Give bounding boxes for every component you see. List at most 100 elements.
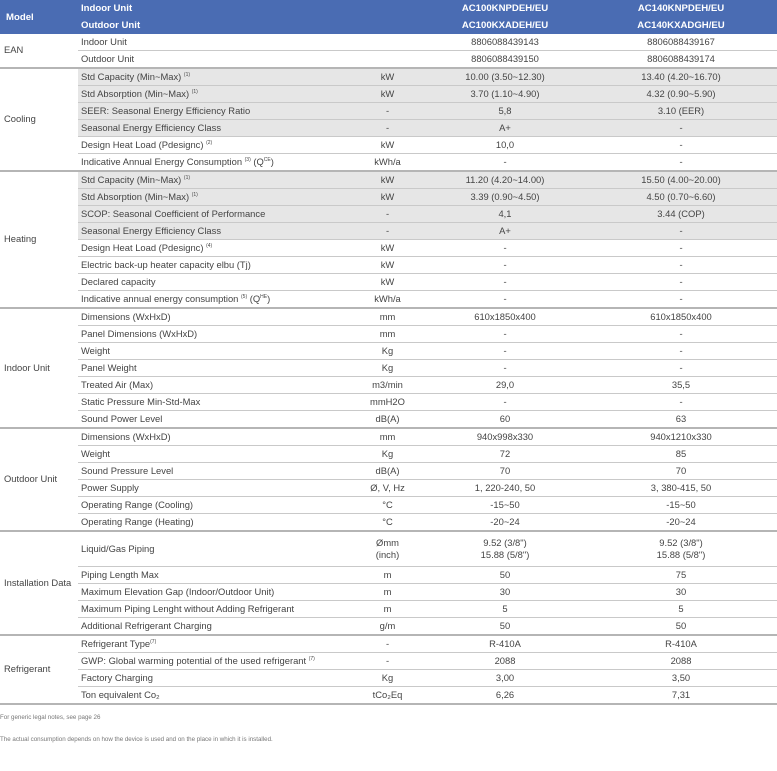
parameter-text: (Q <box>250 156 264 167</box>
model-2-value: 9.52 (3/8") 15.88 (5/8") <box>585 531 777 567</box>
section-label: Installation Data <box>0 531 78 636</box>
unit-cell: mm <box>350 308 425 326</box>
footnote-marker: (5) <box>241 294 248 300</box>
parameter-label: Indicative annual energy consumption (5)… <box>78 290 350 309</box>
model-2-value: - <box>585 222 777 240</box>
parameter-label: Dimensions (WxHxD) <box>78 428 350 446</box>
model-1-value: 4,1 <box>425 205 585 223</box>
unit-cell: - <box>350 119 425 137</box>
footnote-marker: (1) <box>191 89 198 95</box>
parameter-text: Additional Refrigerant Charging <box>81 620 212 631</box>
table-row: Refrigerant Refrigerant Type(7) - R-410A R-4… <box>0 635 777 705</box>
parameter-label: Std Capacity (Min~Max) (1) <box>78 171 350 189</box>
parameter-label: Declared capacity <box>78 273 350 291</box>
parameter-text: Maximum Piping Lenght without Adding Ref… <box>81 603 295 614</box>
model-1-value: 3,00 <box>425 669 585 687</box>
table-row: Operating Range (Cooling) °C -15~50 -15~50 <box>0 496 777 514</box>
unit-cell: mm <box>350 428 425 446</box>
table-row: Additional Refrigerant Charging g/m 50 50 <box>0 617 777 636</box>
unit-cell: tCo₂Eq <box>350 686 425 705</box>
unit-cell: m <box>350 583 425 601</box>
footnote-marker: (7) <box>150 639 157 645</box>
model-2-value: - <box>585 119 777 137</box>
model-1-value: - <box>425 273 585 291</box>
parameter-text: Maximum Elevation Gap (Indoor/Outdoor Un… <box>81 586 275 597</box>
model-1-value: 3.39 (0.90~4.50) <box>425 188 585 206</box>
model-2-value: - <box>585 256 777 274</box>
model-1-value: 50 <box>425 617 585 636</box>
model-2-value: - <box>585 342 777 360</box>
footnote-marker: CE <box>263 157 271 163</box>
parameter-text: ) <box>270 156 274 167</box>
parameter-label: Ton equivalent Co₂ <box>78 686 350 705</box>
unit-cell: m3/min <box>350 376 425 394</box>
model-2-value: - <box>585 290 777 309</box>
spec-table: Model Indoor Unit AC100KNPDEH/EU AC140KN… <box>0 0 777 705</box>
parameter-label: Dimensions (WxHxD) <box>78 308 350 326</box>
unit-cell: Kg <box>350 445 425 463</box>
section-label: Cooling <box>0 68 78 172</box>
unit-cell: m <box>350 566 425 584</box>
outdoor-unit-header: Outdoor Unit <box>78 17 425 34</box>
table-row: Factory Charging Kg 3,00 3,50 <box>0 669 777 687</box>
unit-cell: mmH2O <box>350 393 425 411</box>
parameter-text: Sound Pressure Level <box>81 465 174 476</box>
model-2-value: 15.50 (4.00~20.00) <box>585 171 777 189</box>
parameter-label: Outdoor Unit <box>78 50 350 69</box>
model-2-value: - <box>585 153 777 172</box>
model-2-value: 3.10 (EER) <box>585 102 777 120</box>
table-body: EAN Indoor Unit 8806088439143 8806088439167… <box>0 34 777 705</box>
table-row: Sound Pressure Level dB(A) 70 70 <box>0 462 777 480</box>
unit-cell: g/m <box>350 617 425 636</box>
table-row: Std Absorption (Min~Max) (1) kW 3.39 (0.90… <box>0 188 777 206</box>
model-2-value: 50 <box>585 617 777 636</box>
parameter-label: Std Capacity (Min~Max) (1) <box>78 68 350 86</box>
table-row: Ton equivalent Co₂ tCo₂Eq 6,26 7,31 <box>0 686 777 705</box>
model-2-value: 8806088439167 <box>585 34 777 51</box>
model-1-value: 2088 <box>425 652 585 670</box>
table-row: Maximum Elevation Gap (Indoor/Outdoor Un… <box>0 583 777 601</box>
table-row: Indoor Unit Dimensions (WxHxD) mm 610x1850x… <box>0 308 777 429</box>
model-2-value: 30 <box>585 583 777 601</box>
parameter-label: Seasonal Energy Efficiency Class <box>78 119 350 137</box>
parameter-label: Weight <box>78 445 350 463</box>
unit-cell <box>350 50 425 69</box>
model-header: Model <box>0 0 78 34</box>
model-2-value: 35,5 <box>585 376 777 394</box>
unit-cell: Ø, V, Hz <box>350 479 425 497</box>
unit-cell: Kg <box>350 669 425 687</box>
parameter-label: Seasonal Energy Efficiency Class <box>78 222 350 240</box>
parameter-text: Indicative Annual Energy Consumption <box>81 156 245 167</box>
model-2-value: - <box>585 393 777 411</box>
model-2-value: 5 <box>585 600 777 618</box>
unit-cell: m <box>350 600 425 618</box>
parameter-label: Indicative Annual Energy Consumption (3)… <box>78 153 350 172</box>
parameter-text: Std Absorption (Min~Max) <box>81 191 192 202</box>
model-1-value: - <box>425 342 585 360</box>
table-row: Treated Air (Max) m3/min 29,0 35,5 <box>0 376 777 394</box>
model-2-value: 75 <box>585 566 777 584</box>
model-1-value: -15~50 <box>425 496 585 514</box>
model-1-value: - <box>425 153 585 172</box>
model-1-value: 11.20 (4.20~14.00) <box>425 171 585 189</box>
parameter-text: Operating Range (Cooling) <box>81 499 194 510</box>
parameter-text: Weight <box>81 448 111 459</box>
table-row: Panel Weight Kg - - <box>0 359 777 377</box>
parameter-label: Weight <box>78 342 350 360</box>
model-1-value: 10,0 <box>425 136 585 154</box>
parameter-text: Electric back-up heater capacity elbu (T… <box>81 259 251 270</box>
footnote-marker: (3) <box>244 157 251 163</box>
model-1-value: 70 <box>425 462 585 480</box>
table-header: Model Indoor Unit AC100KNPDEH/EU AC140KN… <box>0 0 777 34</box>
unit-cell: Ømm (inch) <box>350 531 425 567</box>
parameter-text: SEER: Seasonal Energy Efficiency Ratio <box>81 105 251 116</box>
parameter-text: GWP: Global warming potential of the use… <box>81 655 309 666</box>
model-2-indoor: AC140KNPDEH/EU <box>585 0 777 17</box>
parameter-label: Refrigerant Type(7) <box>78 635 350 653</box>
footnote-marker: (2) <box>206 140 213 146</box>
parameter-label: Panel Weight <box>78 359 350 377</box>
model-1-value: 1, 220-240, 50 <box>425 479 585 497</box>
model-1-value: 3.70 (1.10~4.90) <box>425 85 585 103</box>
unit-cell: kWh/a <box>350 290 425 309</box>
section-label: Heating <box>0 171 78 309</box>
